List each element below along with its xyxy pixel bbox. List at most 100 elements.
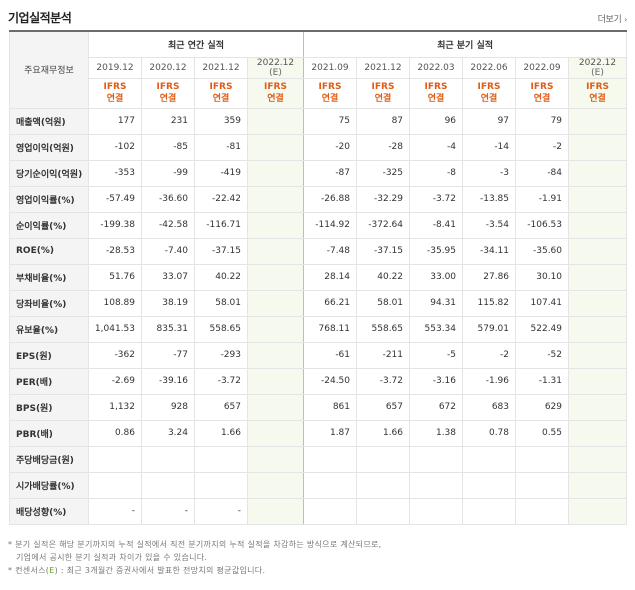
quarter-value-cell: -13.85 (462, 185, 517, 213)
quarter-value-cell: 66.21 (303, 289, 358, 317)
quarter-value-cell: 40.22 (356, 263, 411, 291)
accounting-scope: 연결 (267, 94, 284, 104)
annual-value-cell (141, 445, 195, 473)
annual-value-cell (246, 133, 305, 161)
quarter-value-cell: -87 (303, 159, 358, 187)
quarter-value-cell: -8.41 (409, 211, 464, 239)
quarter-value-cell: 1.66 (356, 419, 411, 447)
annual-value-cell: -353 (88, 159, 142, 187)
annual-value-cell: -28.53 (88, 237, 142, 265)
annual-value-cell: 38.19 (141, 289, 195, 317)
annual-value-cell: 0.86 (88, 419, 142, 447)
quarter-value-cell: 768.11 (303, 315, 358, 343)
quarter-value-cell: -1.96 (462, 367, 517, 395)
quarter-value-cell: 579.01 (462, 315, 517, 343)
quarter-value-cell: 558.65 (356, 315, 411, 343)
footnote-quarterly-calc: * 분기 실적은 해당 분기까지의 누적 실적에서 직전 분기까지의 누적 실적… (8, 540, 382, 549)
quarter-accounting-0: IFRS 연결 (303, 77, 358, 109)
annual-accounting-3: IFRS 연결 (246, 77, 305, 109)
quarter-value-cell (462, 497, 517, 525)
table-row: 영업이익률(%) -57.49 -36.60 -22.42 -26.88 -32.29 -3… (9, 185, 628, 213)
annual-value-cell (246, 315, 305, 343)
row-label: 당좌비율(%) (9, 289, 89, 317)
quarter-value-cell (568, 419, 628, 447)
annual-value-cell: 58.01 (194, 289, 248, 317)
quarter-value-cell: 75 (303, 107, 358, 135)
row-label: 당기순이익(억원) (9, 159, 89, 187)
row-label: PER(배) (9, 367, 89, 395)
table-row: PBR(배) 0.86 3.24 1.66 1.87 1.66 1.38 0.78 0.55 (9, 419, 628, 447)
table-row: 당기순이익(억원) -353 -99 -419 -87 -325 -8 -3 -84 (9, 159, 628, 187)
quarter-value-cell (515, 497, 570, 525)
annual-group-label: 최근 연간 실적 (87, 30, 305, 58)
quarter-value-cell: -3.54 (462, 211, 517, 239)
annual-value-cell: -77 (141, 341, 195, 369)
quarter-value-cell: -8 (409, 159, 464, 187)
quarter-value-cell: 30.10 (515, 263, 570, 291)
annual-value-cell (246, 107, 305, 135)
annual-value-cell: -362 (88, 341, 142, 369)
table-row: 순이익률(%) -199.38 -42.58 -116.71 -114.92 -372.6… (9, 211, 628, 239)
quarter-value-cell (568, 185, 628, 213)
quarter-value-cell: -28 (356, 133, 411, 161)
accounting-standard: IFRS (318, 82, 342, 92)
annual-value-cell: 33.07 (141, 263, 195, 291)
quarter-value-cell (568, 471, 628, 499)
quarter-value-cell (303, 445, 358, 473)
quarter-value-cell: -211 (356, 341, 411, 369)
quarter-value-cell: 96 (409, 107, 464, 135)
annual-value-cell (141, 471, 195, 499)
annual-value-cell: 928 (141, 393, 195, 421)
annual-value-cell (246, 263, 305, 291)
accounting-scope: 연결 (589, 94, 606, 104)
quarter-value-cell: -34.11 (462, 237, 517, 265)
annual-value-cell: 359 (194, 107, 248, 135)
quarter-value-cell: -3.72 (409, 185, 464, 213)
quarter-value-cell: -35.95 (409, 237, 464, 265)
annual-value-cell (194, 471, 248, 499)
row-label: EPS(원) (9, 341, 89, 369)
annual-value-cell (246, 367, 305, 395)
quarter-value-cell (462, 471, 517, 499)
more-link[interactable]: 더보기 › (597, 12, 628, 25)
table-row: BPS(원) 1,132 928 657 861 657 672 683 629 (9, 393, 628, 421)
quarter-value-cell (356, 497, 411, 525)
annual-value-cell: - (141, 497, 195, 525)
quarter-accounting-4: IFRS 연결 (515, 77, 570, 109)
quarter-period-3: 2022.06 (462, 56, 517, 79)
quarter-value-cell: -35.60 (515, 237, 570, 265)
chevron-right-icon[interactable]: › (624, 15, 627, 24)
quarter-value-cell: 861 (303, 393, 358, 421)
accounting-standard: IFRS (424, 82, 448, 92)
quarter-value-cell: 79 (515, 107, 570, 135)
quarter-value-cell (568, 497, 628, 525)
quarter-value-cell (303, 471, 358, 499)
quarter-group-label: 최근 분기 실적 (303, 30, 628, 58)
row-label: 부채비율(%) (9, 263, 89, 291)
quarter-period-0: 2021.09 (303, 56, 358, 79)
quarter-value-cell: -24.50 (303, 367, 358, 395)
quarter-value-cell: 553.34 (409, 315, 464, 343)
quarter-period-4: 2022.09 (515, 56, 570, 79)
table-row: ROE(%) -28.53 -7.40 -37.15 -7.48 -37.15 -35.95… (9, 237, 628, 265)
annual-period-3: 2022.12 (E) (246, 56, 305, 79)
accounting-standard: IFRS (103, 82, 127, 92)
table-row: 당좌비율(%) 108.89 38.19 58.01 66.21 58.01 94.31 11… (9, 289, 628, 317)
row-header-label: 주요재무정보 (9, 30, 89, 109)
quarter-value-cell (409, 445, 464, 473)
table-row: PER(배) -2.69 -39.16 -3.72 -24.50 -3.72 -3.16 -1… (9, 367, 628, 395)
annual-value-cell: 1,132 (88, 393, 142, 421)
footnotes: * 분기 실적은 해당 분기까지의 누적 실적에서 직전 분기까지의 누적 실적… (8, 538, 628, 577)
accounting-standard: IFRS (156, 82, 180, 92)
annual-value-cell (88, 471, 142, 499)
table-row: 시가배당률(%) (9, 471, 628, 499)
quarter-value-cell: 657 (356, 393, 411, 421)
quarter-period-5: 2022.12 (E) (568, 56, 628, 79)
annual-value-cell: -81 (194, 133, 248, 161)
annual-value-cell (246, 445, 305, 473)
period-header-row: 2019.12 2020.12 2021.12 2022.12 (E) 2021.09 20… (10, 56, 628, 79)
more-label[interactable]: 더보기 (597, 15, 622, 25)
accounting-row: IFRS 연결 IFRS 연결 IFRS 연결 IFRS 연결 IFRS 연결 IFRS 연결 IFRS… (10, 77, 628, 109)
annual-period-estimate-label: (E) (269, 67, 282, 78)
annual-value-cell: -293 (194, 341, 248, 369)
